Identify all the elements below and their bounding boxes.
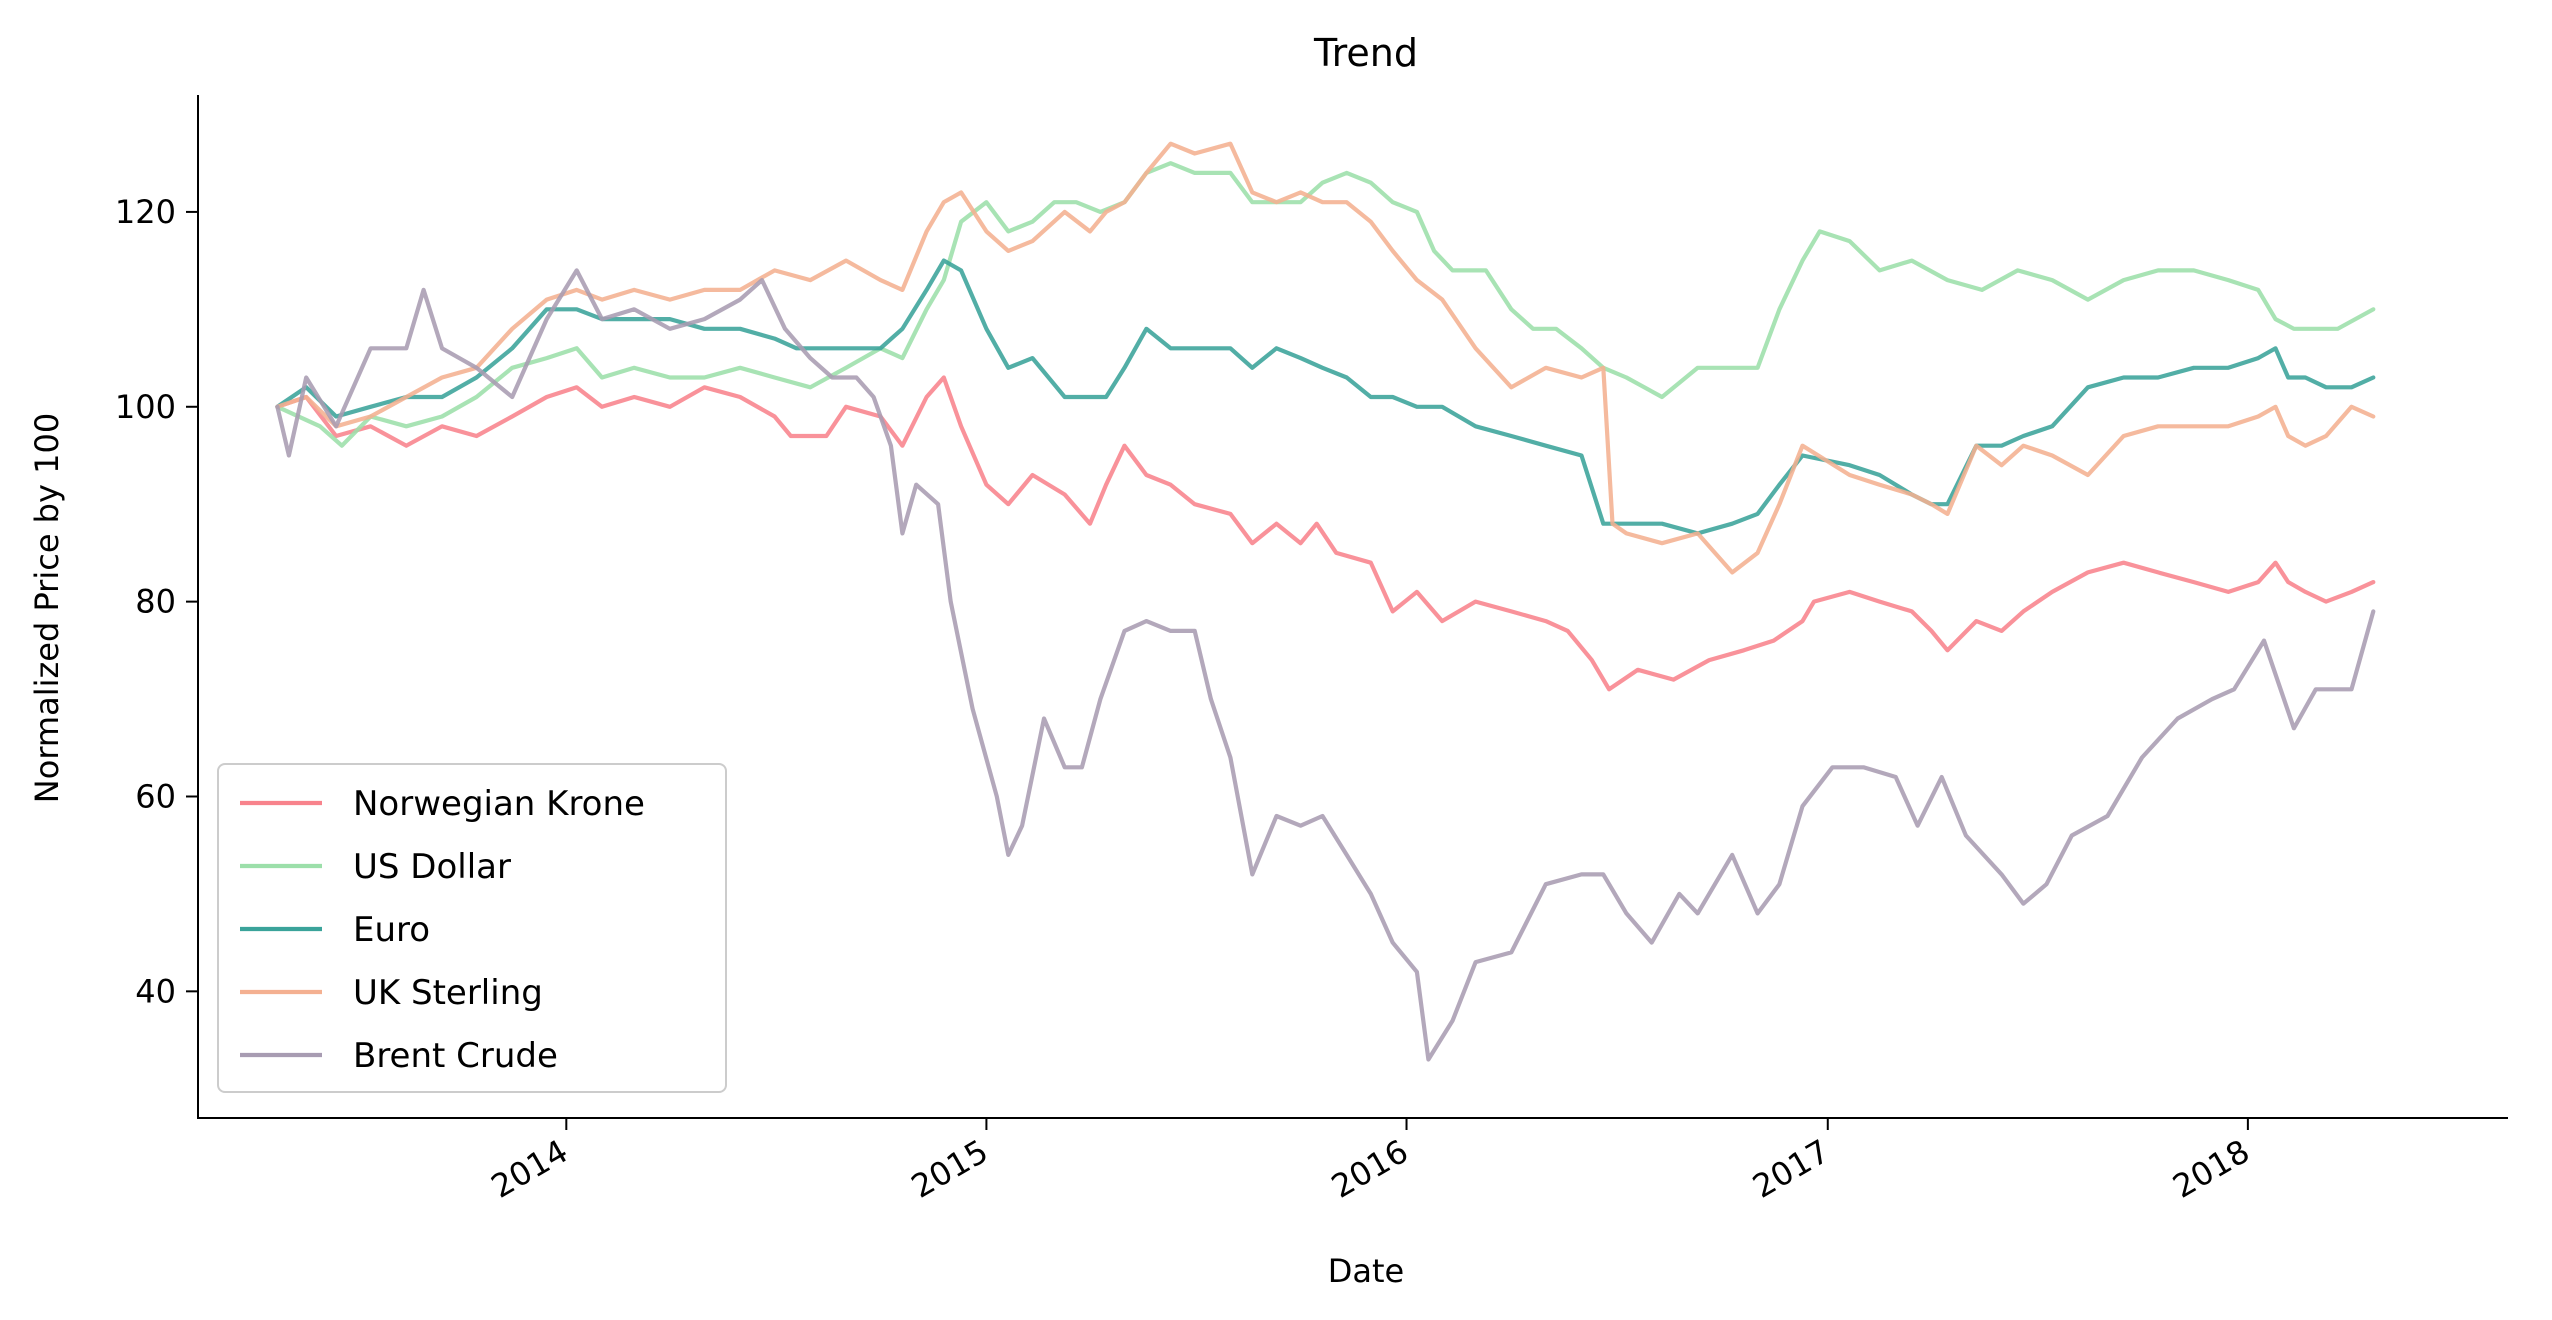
y-axis-label: Normalized Price by 100 [28, 413, 66, 803]
plot-lines [275, 141, 2376, 1062]
x-tick-label: 2018 [2166, 1132, 2256, 1206]
legend-label: Brent Crude [353, 1036, 558, 1076]
legend-label: Euro [353, 910, 430, 950]
chart-title: Trend [1313, 31, 1418, 75]
x-tick-label: 2015 [905, 1132, 995, 1206]
y-tick-label: 100 [115, 388, 176, 426]
y-axis-ticks: 40 60 80 100 120 [115, 193, 198, 1010]
x-tick-label: 2014 [485, 1132, 575, 1206]
y-tick-label: 80 [135, 583, 176, 621]
series-line-brent-crude [275, 268, 2376, 1062]
x-axis-ticks: 2014 2015 2016 2017 2018 [485, 1118, 2256, 1206]
legend: Norwegian Krone US Dollar Euro UK Sterling B… [217, 763, 727, 1093]
y-tick-label: 120 [115, 193, 176, 231]
y-tick-label: 40 [135, 972, 176, 1010]
x-tick-label: 2017 [1746, 1132, 1836, 1206]
x-tick-label: 2016 [1325, 1132, 1415, 1206]
series-line-norwegian-krone [275, 375, 2376, 692]
x-axis-label: Date [1328, 1252, 1404, 1290]
legend-box [217, 763, 727, 1093]
legend-label: US Dollar [353, 847, 511, 887]
legend-label: Norwegian Krone [353, 784, 645, 824]
legend-label: UK Sterling [353, 973, 543, 1013]
series-line-uk-sterling [275, 141, 2376, 575]
series-line-euro [275, 258, 2376, 536]
series-line-us-dollar [275, 161, 2376, 448]
y-tick-label: 60 [135, 777, 176, 815]
